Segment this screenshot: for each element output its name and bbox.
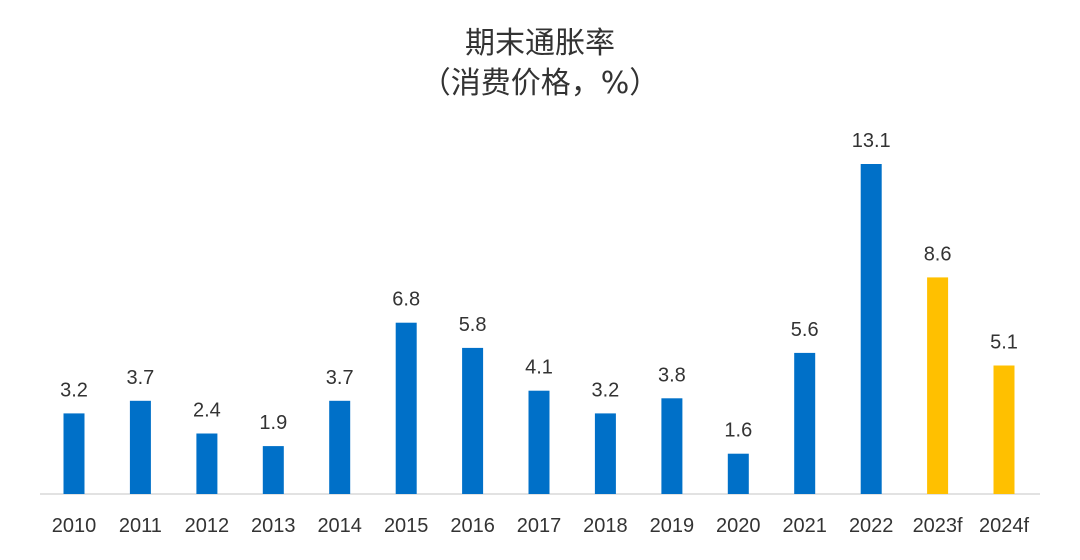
value-label-2024f: 5.1 <box>990 332 1018 354</box>
value-label-2022: 13.1 <box>852 130 891 152</box>
value-label-2018: 3.2 <box>591 379 619 401</box>
value-label-2016: 5.8 <box>459 314 487 336</box>
x-tick-label-2011: 2011 <box>119 515 162 537</box>
bar-2011 <box>129 400 151 494</box>
value-label-2020: 1.6 <box>724 420 752 442</box>
bar-2022 <box>860 164 882 494</box>
bar-2023f <box>927 277 949 494</box>
x-tick-label-2016: 2016 <box>450 515 495 537</box>
bar-2017 <box>528 390 550 494</box>
value-label-2015: 6.8 <box>392 289 420 311</box>
value-label-2013: 1.9 <box>259 412 287 434</box>
bar-2010 <box>63 413 85 494</box>
bar-2020 <box>727 453 749 494</box>
bar-2018 <box>594 413 616 494</box>
x-tick-label-2018: 2018 <box>583 515 628 537</box>
value-label-2021: 5.6 <box>791 319 819 341</box>
value-label-2011: 3.7 <box>126 367 154 389</box>
x-tick-label-2023f: 2023f <box>913 515 963 537</box>
bar-2015 <box>395 322 417 494</box>
x-tick-label-2015: 2015 <box>384 515 429 537</box>
value-label-2023f: 8.6 <box>924 243 952 265</box>
value-label-2012: 2.4 <box>193 400 221 422</box>
value-label-2019: 3.8 <box>658 364 686 386</box>
x-tick-label-2024f: 2024f <box>979 515 1029 537</box>
x-tick-label-2021: 2021 <box>782 515 827 537</box>
bar-2021 <box>794 352 816 494</box>
x-tick-label-2022: 2022 <box>849 515 894 537</box>
value-label-2014: 3.7 <box>326 367 354 389</box>
x-tick-label-2019: 2019 <box>650 515 695 537</box>
chart-title: 期末通胀率 <box>465 26 615 61</box>
x-tick-label-2013: 2013 <box>251 515 296 537</box>
x-tick-label-2020: 2020 <box>716 515 761 537</box>
bar-2012 <box>196 433 218 494</box>
value-label-2017: 4.1 <box>525 357 553 379</box>
bar-2014 <box>329 400 351 494</box>
bar-2016 <box>462 347 484 494</box>
value-label-2010: 3.2 <box>60 379 88 401</box>
x-tick-label-2017: 2017 <box>517 515 562 537</box>
bar-2013 <box>262 446 284 494</box>
bar-2024f <box>993 365 1015 494</box>
x-tick-label-2014: 2014 <box>317 515 362 537</box>
x-tick-label-2010: 2010 <box>52 515 97 537</box>
bar-2019 <box>661 398 683 494</box>
chart-subtitle: （消费价格，%） <box>420 66 660 101</box>
x-tick-label-2012: 2012 <box>185 515 230 537</box>
